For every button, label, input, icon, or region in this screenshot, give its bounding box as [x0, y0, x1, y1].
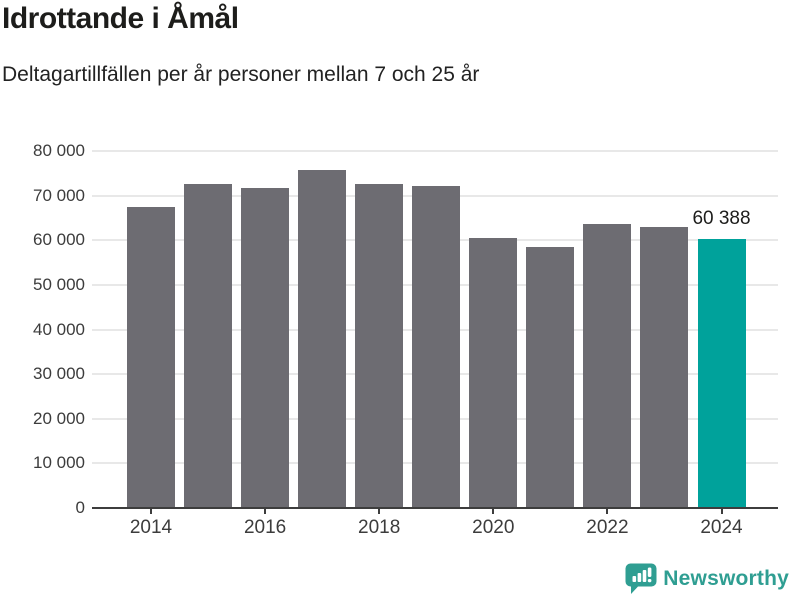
x-tick-label: 2016	[243, 517, 287, 538]
bar-2015	[184, 184, 233, 508]
x-tick-2024	[720, 508, 723, 514]
brand-name: Newsworthy	[663, 567, 789, 590]
y-tick-label: 60 000	[33, 230, 85, 250]
x-tick-2014	[150, 508, 152, 514]
bar-2023	[640, 226, 689, 508]
bar-2024	[697, 238, 746, 508]
x-tick-2022	[606, 508, 609, 514]
newsworthy-logo-icon	[625, 563, 658, 595]
y-tick-label: 30 000	[33, 364, 85, 384]
bar-2018	[355, 184, 404, 508]
bar-2022	[583, 223, 632, 508]
y-axis: 0 10 000 20 000 30 000 40 000 50 000 60 000 70 …	[0, 141, 85, 517]
bar-2020	[469, 238, 518, 508]
y-tick-label: 20 000	[33, 408, 85, 428]
x-tick-label: 2020	[472, 517, 515, 538]
chart-title: Idrottande i Åmål	[2, 2, 239, 35]
bar-value-annotation: 60 388	[692, 207, 751, 229]
y-tick-label: 50 000	[33, 274, 85, 294]
brand-logo: Newsworthy	[625, 563, 789, 595]
x-tick-2016	[264, 508, 267, 514]
y-tick-label: 10 000	[33, 453, 85, 473]
x-tick-2020	[492, 508, 495, 514]
bar-2017	[298, 170, 347, 508]
chart-subtitle: Deltagartillfällen per år personer mella…	[2, 63, 480, 86]
x-tick-2018	[378, 508, 381, 514]
x-tick-label: 2014	[129, 517, 173, 538]
x-tick-label: 2018	[358, 517, 401, 538]
y-tick-label: 70 000	[33, 185, 85, 205]
y-tick-label: 40 000	[33, 319, 85, 339]
bar-2021	[526, 247, 575, 508]
x-tick-label: 2024	[700, 517, 743, 538]
plot-area: 2014 2016 2018 2020 2022 2024 60 388	[92, 150, 778, 538]
bar-2016	[241, 187, 290, 508]
bar-2014	[127, 206, 175, 508]
gridline-80000	[92, 150, 778, 152]
y-tick-label: 0	[75, 498, 85, 517]
x-axis-line	[92, 507, 778, 509]
x-tick-label: 2022	[586, 517, 629, 538]
y-tick-label: 80 000	[33, 141, 85, 160]
bar-2019	[412, 185, 461, 508]
